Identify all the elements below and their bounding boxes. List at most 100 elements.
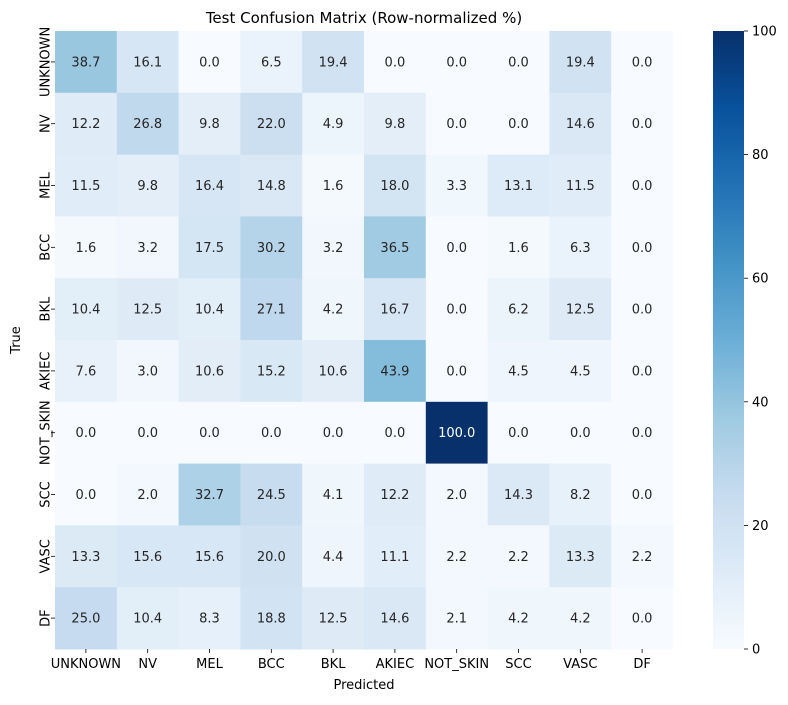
heatmap-cell — [364, 587, 427, 650]
heatmap-cell — [549, 31, 612, 94]
y-axis-label: True — [9, 326, 24, 355]
heatmap-cell — [116, 154, 180, 217]
cell-value-label: 38.7 — [71, 55, 100, 70]
x-tick-label: UNKNOWN — [51, 657, 121, 672]
cell-value-label: 16.4 — [195, 179, 224, 194]
cell-value-label: 13.3 — [566, 550, 595, 565]
heatmap-cell — [116, 401, 180, 465]
heatmap-cell — [549, 92, 612, 156]
heatmap-cell — [611, 31, 674, 94]
heatmap-cell — [364, 216, 427, 279]
heatmap-cell — [364, 31, 427, 94]
heatmap-cell — [55, 154, 118, 217]
cell-value-label: 36.5 — [380, 241, 409, 256]
heatmap-cell — [240, 92, 303, 156]
y-tick-label: DF — [39, 609, 54, 627]
cell-value-label: 2.1 — [446, 612, 467, 627]
cell-value-label: 0.0 — [446, 117, 467, 132]
heatmap-cell — [178, 340, 241, 403]
cell-value-label: 0.0 — [508, 426, 529, 441]
heatmap-cell — [425, 525, 489, 588]
heatmap-cell — [611, 463, 674, 526]
heatmap-cell — [549, 278, 612, 341]
cell-value-label: 12.5 — [566, 303, 595, 318]
cell-value-label: 14.6 — [380, 612, 409, 627]
cell-value-label: 25.0 — [71, 612, 100, 627]
heatmap-cell — [302, 401, 365, 465]
heatmap-cell — [549, 525, 612, 588]
heatmap-cell — [302, 463, 365, 526]
heatmap-cell — [178, 31, 241, 94]
cell-value-label: 15.6 — [195, 550, 224, 565]
heatmap-cell — [425, 216, 489, 279]
heatmap-cell — [302, 278, 365, 341]
cell-value-label: 0.0 — [508, 117, 529, 132]
cell-value-label: 0.0 — [261, 426, 282, 441]
heatmap-cell — [549, 401, 612, 465]
cell-value-label: 3.3 — [446, 179, 467, 194]
heatmap-cell — [302, 31, 365, 94]
cell-value-label: 2.2 — [446, 550, 467, 565]
x-tick-label: VASC — [563, 657, 597, 672]
heatmap-cell — [487, 401, 550, 465]
colorbar-tick-label: 40 — [752, 395, 769, 410]
heatmap-cell — [487, 92, 550, 156]
heatmap-cell — [611, 587, 674, 650]
heatmap-cell — [302, 587, 365, 650]
x-tick-label: AKIEC — [376, 657, 415, 672]
cell-value-label: 10.6 — [319, 364, 348, 379]
cell-value-label: 16.1 — [133, 55, 162, 70]
y-tick-label: VASC — [39, 539, 54, 573]
cell-value-label: 1.6 — [76, 241, 97, 256]
heatmap-cell — [178, 463, 241, 526]
heatmap-cell — [487, 278, 550, 341]
cell-value-label: 10.4 — [71, 303, 100, 318]
heatmap-cell — [116, 216, 180, 279]
y-tick-label: NV — [39, 114, 54, 133]
heatmap-cell — [178, 278, 241, 341]
colorbar-tick-label: 60 — [752, 272, 769, 287]
cell-value-label: 0.0 — [632, 303, 653, 318]
cell-value-label: 43.9 — [380, 364, 409, 379]
y-tick-label: AKIEC — [39, 352, 54, 391]
heatmap-cell — [116, 525, 180, 588]
x-tick-label: SCC — [505, 657, 531, 672]
cell-value-label: 6.5 — [261, 55, 282, 70]
cell-value-label: 4.2 — [508, 612, 529, 627]
heatmap-cell — [116, 92, 180, 156]
x-axis-label: Predicted — [333, 678, 394, 693]
heatmap-cell — [240, 216, 303, 279]
heatmap-cell — [364, 401, 427, 465]
heatmap-cell — [178, 401, 241, 465]
cell-value-label: 26.8 — [133, 117, 162, 132]
heatmap-cell — [487, 525, 550, 588]
heatmap-cell — [116, 587, 180, 650]
cell-value-label: 0.0 — [385, 426, 406, 441]
heatmap-cell — [425, 278, 489, 341]
cell-value-label: 11.1 — [380, 550, 409, 565]
cell-value-label: 4.5 — [570, 364, 591, 379]
x-tick-label: NV — [138, 657, 157, 672]
cell-value-label: 14.6 — [566, 117, 595, 132]
heatmap-cell — [240, 340, 303, 403]
cell-value-label: 10.4 — [195, 303, 224, 318]
cell-value-label: 12.5 — [133, 303, 162, 318]
cell-value-label: 11.5 — [566, 179, 595, 194]
heatmap-cell — [240, 525, 303, 588]
cell-value-label: 6.2 — [508, 303, 529, 318]
heatmap-cell — [487, 340, 550, 403]
heatmap-cell — [178, 154, 241, 217]
heatmap-cell — [364, 92, 427, 156]
heatmap-cell — [611, 92, 674, 156]
cell-value-label: 0.0 — [446, 303, 467, 318]
cell-value-label: 0.0 — [323, 426, 344, 441]
heatmap-cell — [178, 216, 241, 279]
cell-value-label: 0.0 — [199, 55, 220, 70]
cell-value-label: 0.0 — [632, 55, 653, 70]
cell-value-label: 9.8 — [137, 179, 158, 194]
cell-value-label: 3.2 — [323, 241, 344, 256]
heatmap-cell — [116, 340, 180, 403]
heatmap-cell — [611, 401, 674, 465]
cell-value-label: 13.3 — [71, 550, 100, 565]
